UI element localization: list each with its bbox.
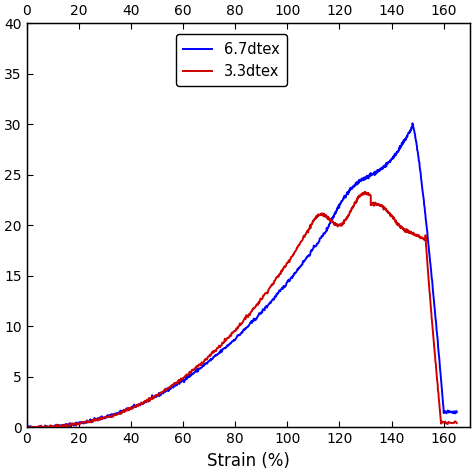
6.7dtex xyxy=(333,209,339,214)
3.3dtex xyxy=(356,193,362,199)
3.3dtex xyxy=(454,420,460,426)
6.7dtex xyxy=(24,425,30,430)
6.7dtex xyxy=(404,133,410,139)
3.3dtex xyxy=(93,418,99,423)
6.7dtex xyxy=(410,120,415,126)
6.7dtex xyxy=(78,420,83,426)
X-axis label: Strain (%): Strain (%) xyxy=(207,452,290,470)
6.7dtex xyxy=(24,424,29,430)
3.3dtex xyxy=(25,425,30,430)
Legend: 6.7dtex, 3.3dtex: 6.7dtex, 3.3dtex xyxy=(176,34,287,86)
6.7dtex xyxy=(416,154,421,160)
6.7dtex xyxy=(315,241,320,246)
3.3dtex xyxy=(84,418,90,423)
3.3dtex xyxy=(188,369,193,374)
3.3dtex xyxy=(381,207,386,212)
3.3dtex xyxy=(362,189,367,195)
6.7dtex xyxy=(454,410,460,415)
3.3dtex xyxy=(406,230,412,236)
6.7dtex xyxy=(195,369,201,374)
3.3dtex xyxy=(24,423,29,429)
Line: 6.7dtex: 6.7dtex xyxy=(27,123,457,428)
Line: 3.3dtex: 3.3dtex xyxy=(27,192,457,428)
